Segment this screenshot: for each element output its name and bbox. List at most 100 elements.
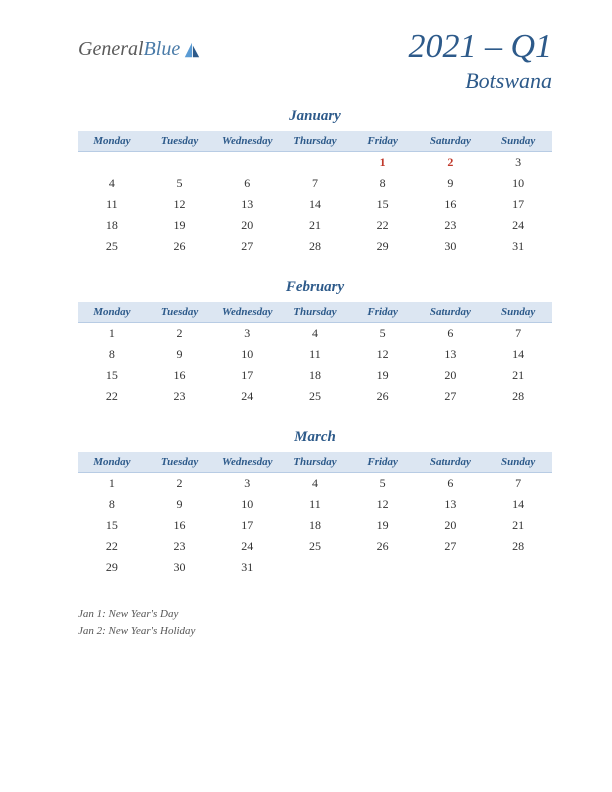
calendar-row: 123 [78,152,552,174]
calendar-cell: 4 [78,173,146,194]
calendar-cell: 25 [78,236,146,257]
calendar-cell: 28 [484,536,552,557]
calendar-cell: 21 [484,365,552,386]
holiday-note: Jan 1: New Year's Day [78,606,552,623]
weekday-header: Wednesday [213,452,281,473]
calendar-cell: 18 [281,365,349,386]
calendar-cell: 14 [281,194,349,215]
weekday-header: Thursday [281,302,349,323]
calendar-row: 15161718192021 [78,365,552,386]
title-block: 2021 – Q1 Botswana [408,28,552,94]
calendar-cell: 19 [146,215,214,236]
calendar-table: MondayTuesdayWednesdayThursdayFridaySatu… [78,452,552,578]
weekday-header: Sunday [484,131,552,152]
calendar-cell: 19 [349,515,417,536]
calendar-row: 25262728293031 [78,236,552,257]
calendar-cell: 30 [417,236,485,257]
calendar-cell: 29 [78,557,146,578]
weekday-header: Sunday [484,302,552,323]
weekday-header: Friday [349,452,417,473]
calendar-cell: 15 [78,515,146,536]
weekday-header: Saturday [417,452,485,473]
calendar-cell [349,557,417,578]
calendar-cell: 22 [78,386,146,407]
weekday-header: Tuesday [146,131,214,152]
weekday-header: Monday [78,452,146,473]
calendar-cell: 2 [417,152,485,174]
weekday-header: Tuesday [146,302,214,323]
calendar-cell: 25 [281,386,349,407]
header: GeneralBlue 2021 – Q1 Botswana [0,0,612,94]
calendar-cell: 16 [146,515,214,536]
calendar-cell: 24 [213,536,281,557]
weekday-header: Tuesday [146,452,214,473]
calendar-cell: 1 [78,473,146,495]
weekday-header: Wednesday [213,302,281,323]
calendar-cell: 9 [146,344,214,365]
calendar-cell: 18 [281,515,349,536]
calendar-cell: 13 [417,344,485,365]
calendar-row: 891011121314 [78,494,552,515]
logo-text: GeneralBlue [78,38,180,61]
calendar-cell: 10 [484,173,552,194]
calendar-cell: 10 [213,494,281,515]
calendar-row: 22232425262728 [78,536,552,557]
quarter-title: 2021 – Q1 [408,28,552,66]
calendar-table: MondayTuesdayWednesdayThursdayFridaySatu… [78,302,552,407]
calendar-row: 11121314151617 [78,194,552,215]
calendar-cell: 24 [484,215,552,236]
calendar-cell: 17 [484,194,552,215]
calendar-cell [281,152,349,174]
calendar-cell: 17 [213,515,281,536]
calendar-table: MondayTuesdayWednesdayThursdayFridaySatu… [78,131,552,257]
weekday-header: Thursday [281,131,349,152]
calendar-cell: 12 [349,494,417,515]
calendar-row: 18192021222324 [78,215,552,236]
calendar-cell: 4 [281,473,349,495]
calendar-cell [78,152,146,174]
calendar-cell: 14 [484,494,552,515]
months-container: JanuaryMondayTuesdayWednesdayThursdayFri… [0,94,612,578]
calendar-cell: 6 [213,173,281,194]
calendar-cell: 1 [78,323,146,345]
calendar-cell: 24 [213,386,281,407]
calendar-cell: 11 [78,194,146,215]
calendar-cell: 21 [281,215,349,236]
calendar-row: 1234567 [78,473,552,495]
calendar-cell: 26 [349,536,417,557]
calendar-cell: 20 [213,215,281,236]
calendar-row: 1234567 [78,323,552,345]
calendar-cell: 30 [146,557,214,578]
calendar-cell: 11 [281,344,349,365]
calendar-cell: 3 [484,152,552,174]
calendar-cell: 21 [484,515,552,536]
calendar-cell: 3 [213,323,281,345]
month-block: JanuaryMondayTuesdayWednesdayThursdayFri… [78,108,552,257]
calendar-cell: 29 [349,236,417,257]
calendar-cell: 26 [349,386,417,407]
month-name: February [78,279,552,296]
calendar-row: 45678910 [78,173,552,194]
calendar-cell: 27 [417,536,485,557]
calendar-cell: 16 [417,194,485,215]
calendar-cell: 15 [78,365,146,386]
calendar-cell: 10 [213,344,281,365]
calendar-cell: 20 [417,365,485,386]
month-block: February MondayTuesdayWednesdayThursdayFr… [78,279,552,407]
calendar-cell: 14 [484,344,552,365]
calendar-row: 293031 [78,557,552,578]
calendar-cell: 12 [349,344,417,365]
logo-sail-icon [183,41,201,59]
calendar-cell: 31 [213,557,281,578]
calendar-cell: 1 [349,152,417,174]
calendar-cell: 7 [484,323,552,345]
weekday-header: Monday [78,302,146,323]
calendar-cell: 6 [417,323,485,345]
calendar-cell: 20 [417,515,485,536]
weekday-header: Friday [349,131,417,152]
calendar-cell: 15 [349,194,417,215]
calendar-cell: 4 [281,323,349,345]
calendar-cell [281,557,349,578]
calendar-cell: 22 [78,536,146,557]
logo-general: General [78,38,144,60]
